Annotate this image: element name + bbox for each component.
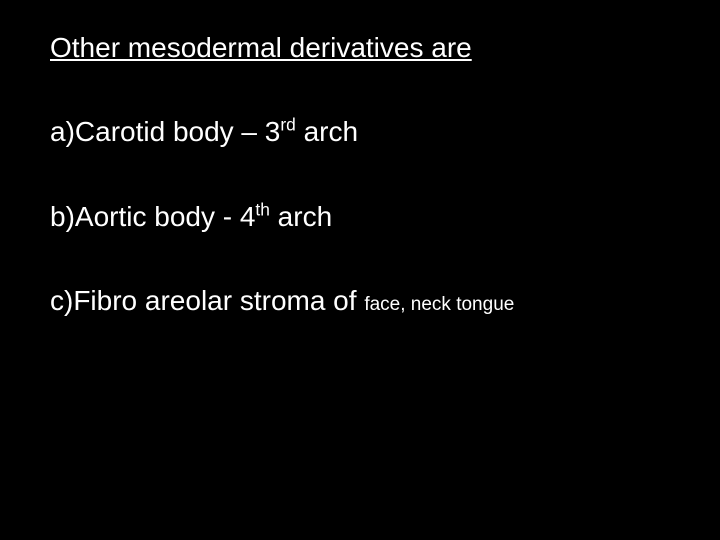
- slide-title: Other mesodermal derivatives are: [50, 30, 670, 66]
- list-item: a)Carotid body – 3rd arch: [50, 114, 670, 150]
- item-suffix: arch: [270, 201, 332, 232]
- item-prefix: a)Carotid body – 3: [50, 116, 280, 147]
- item-superscript: th: [255, 199, 269, 219]
- list-item: b)Aortic body - 4th arch: [50, 199, 670, 235]
- item-prefix: b)Aortic body - 4: [50, 201, 255, 232]
- item-prefix: c)Fibro areolar stroma of: [50, 285, 364, 316]
- item-superscript: rd: [280, 115, 295, 135]
- item-tail: face, neck tongue: [364, 294, 514, 315]
- item-suffix: arch: [296, 116, 358, 147]
- slide: Other mesodermal derivatives are a)Carot…: [0, 0, 720, 540]
- list-item: c)Fibro areolar stroma of face, neck ton…: [50, 283, 670, 319]
